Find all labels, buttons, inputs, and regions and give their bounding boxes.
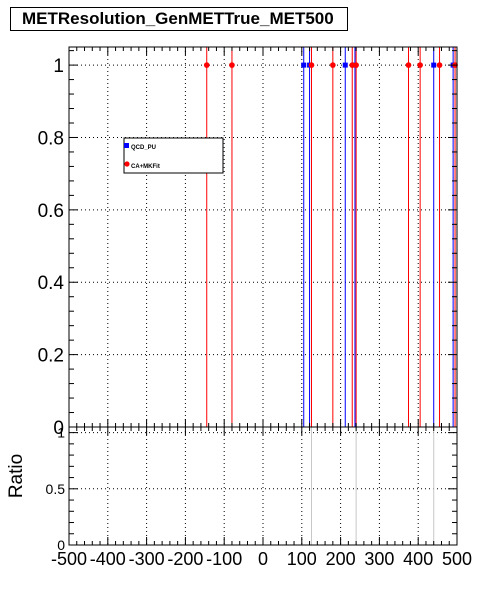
ratio-y-tick-label: 0.5 — [46, 481, 66, 497]
axes — [68, 46, 458, 546]
ca-mkfit-point — [308, 62, 315, 68]
main-data-marks — [203, 47, 458, 427]
ca-mkfit-point — [405, 62, 412, 68]
legend-box — [123, 137, 224, 174]
main-y-tick-label: 0.6 — [38, 201, 64, 222]
x-tick-label: -500 — [51, 549, 87, 569]
main-y-tick-label: 0.8 — [38, 128, 64, 149]
ca-mkfit-point — [330, 62, 336, 68]
chart-title: METResolution_GenMETTrue_MET500 — [10, 7, 348, 31]
main-y-tick-label: 0 — [53, 418, 64, 439]
x-tick-label: -200 — [167, 549, 203, 569]
qcd-pu-point — [342, 62, 348, 68]
ca-mkfit-point — [353, 62, 359, 68]
x-tick-label: 400 — [403, 549, 433, 569]
x-tick-label: -300 — [129, 549, 165, 569]
legend-label-ca-mkfit: CA+MKFit — [131, 164, 160, 170]
legend: QCD_PU CA+MKFit — [123, 137, 224, 174]
ca-mkfit-point — [203, 62, 210, 68]
legend-marker-qcd-pu — [124, 143, 129, 148]
ratio-y-tick-label: 0 — [57, 537, 65, 553]
ratio-y-tick-label: 1 — [57, 425, 65, 441]
x-tick-label: 300 — [364, 549, 394, 569]
main-grid — [68, 47, 458, 428]
main-y-tick-label: 0.4 — [38, 273, 65, 294]
main-y-tick-label: 0.2 — [38, 346, 64, 367]
x-tick-label: 200 — [326, 549, 356, 569]
ratio-grid — [68, 427, 458, 546]
x-tick-label: 100 — [287, 549, 317, 569]
x-tick-label: -400 — [90, 549, 126, 569]
ca-mkfit-point — [349, 62, 356, 68]
ca-mkfit-point — [436, 62, 443, 68]
x-tick-label: -100 — [206, 549, 242, 569]
ratio-data-marks — [311, 427, 435, 545]
qcd-pu-point — [431, 62, 437, 68]
x-tick-label: 500 — [442, 549, 472, 569]
ratio-y-axis-label: Ratio — [6, 454, 27, 498]
x-tick-label: 0 — [258, 549, 268, 569]
legend-marker-ca-mkfit — [124, 161, 130, 167]
ca-mkfit-point — [417, 62, 423, 68]
qcd-pu-point — [301, 62, 307, 68]
ca-mkfit-point — [229, 62, 235, 68]
main-y-tick-label: 1 — [53, 56, 64, 77]
legend-label-qcd-pu: QCD_PU — [131, 145, 156, 151]
